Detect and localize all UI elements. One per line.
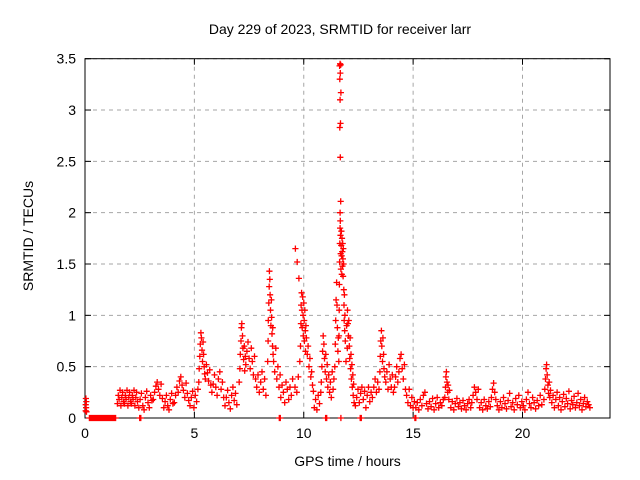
y-tick-label: 1 — [68, 307, 76, 323]
x-tick-label: 15 — [405, 425, 421, 441]
chart-title: Day 229 of 2023, SRMTID for receiver lar… — [208, 21, 472, 37]
y-tick-label: 2 — [68, 205, 76, 221]
y-tick-label: 3 — [68, 102, 76, 118]
tick-labels: 0 5 10 15 20 0 0.5 1 1.5 2 2.5 3 3.5 — [57, 51, 531, 441]
y-tick-label: 1.5 — [57, 256, 77, 272]
y-tick-label: 3.5 — [57, 51, 77, 67]
y-tick-label: 0 — [68, 410, 76, 426]
y-tick-label: 0.5 — [57, 359, 77, 375]
x-tick-label: 20 — [515, 425, 531, 441]
grid-lines — [85, 58, 610, 418]
y-axis-title: SRMTID / TECUs — [20, 180, 36, 292]
x-axis-title: GPS time / hours — [294, 453, 401, 469]
x-tick-label: 0 — [81, 425, 89, 441]
y-tick-label: 2.5 — [57, 153, 77, 169]
data-points-markers — [82, 60, 593, 422]
x-tick-label: 10 — [296, 425, 312, 441]
axes-border — [84, 58, 611, 419]
x-tick-label: 5 — [190, 425, 198, 441]
